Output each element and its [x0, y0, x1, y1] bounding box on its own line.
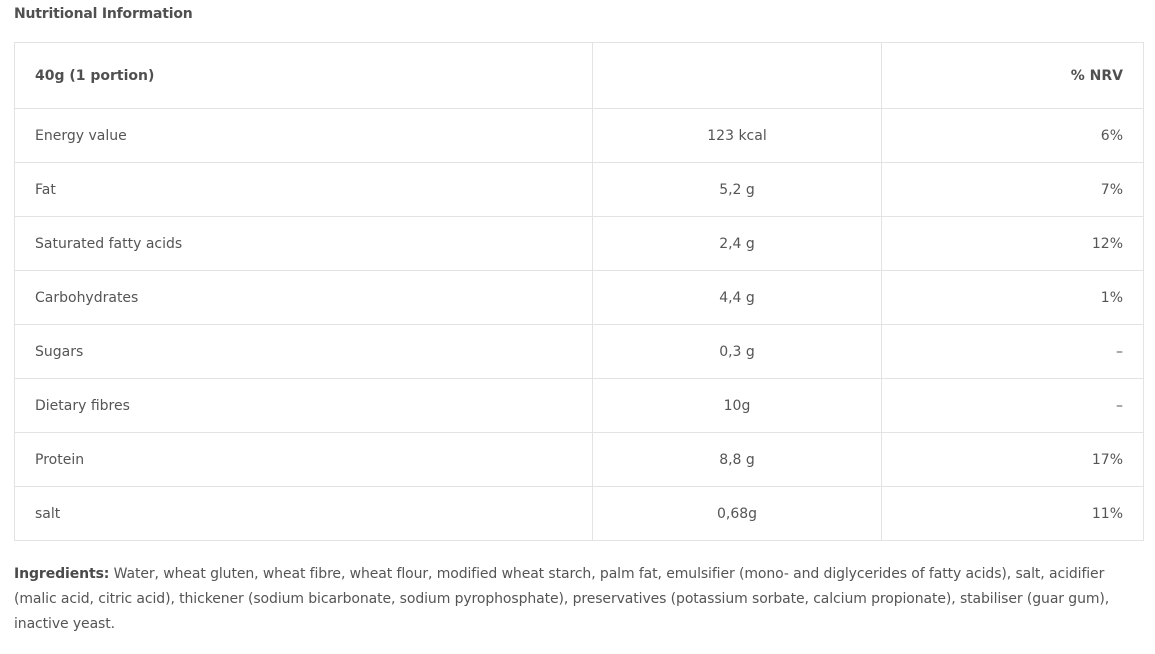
ingredients-label: Ingredients:: [14, 566, 110, 582]
nutrient-name: Sugars: [14, 324, 593, 379]
nutrient-name: Dietary fibres: [14, 378, 593, 433]
table-row: salt 0,68g 11%: [14, 486, 1144, 541]
ingredients-paragraph: Ingredients: Water, wheat gluten, wheat …: [14, 562, 1139, 637]
nutrient-nrv: –: [881, 324, 1144, 379]
nutrient-nrv: 11%: [881, 486, 1144, 541]
table-header-row: 40g (1 portion) % NRV: [14, 42, 1144, 109]
header-amount: [592, 42, 882, 109]
table-row: Saturated fatty acids 2,4 g 12%: [14, 216, 1144, 271]
table-row: Dietary fibres 10g –: [14, 378, 1144, 433]
nutrient-nrv: –: [881, 378, 1144, 433]
section-title: Nutritional Information: [14, 6, 193, 22]
nutrient-nrv: 6%: [881, 108, 1144, 163]
nutrient-name: Protein: [14, 432, 593, 487]
nutrient-nrv: 7%: [881, 162, 1144, 217]
nutrient-amount: 2,4 g: [592, 216, 882, 271]
nutrient-nrv: 17%: [881, 432, 1144, 487]
table-row: Energy value 123 kcal 6%: [14, 108, 1144, 163]
nutrient-nrv: 12%: [881, 216, 1144, 271]
nutrient-name: Fat: [14, 162, 593, 217]
nutrient-amount: 5,2 g: [592, 162, 882, 217]
table-row: Fat 5,2 g 7%: [14, 162, 1144, 217]
nutrient-name: Energy value: [14, 108, 593, 163]
nutrient-amount: 10g: [592, 378, 882, 433]
table-row: Protein 8,8 g 17%: [14, 432, 1144, 487]
nutrient-name: salt: [14, 486, 593, 541]
nutrient-amount: 123 kcal: [592, 108, 882, 163]
nutrient-name: Carbohydrates: [14, 270, 593, 325]
nutrient-amount: 0,68g: [592, 486, 882, 541]
header-nrv: % NRV: [881, 42, 1144, 109]
table-row: Carbohydrates 4,4 g 1%: [14, 270, 1144, 325]
header-portion: 40g (1 portion): [14, 42, 593, 109]
nutrient-nrv: 1%: [881, 270, 1144, 325]
nutrient-amount: 4,4 g: [592, 270, 882, 325]
nutrient-name: Saturated fatty acids: [14, 216, 593, 271]
nutrition-table: 40g (1 portion) % NRV Energy value 123 kc…: [14, 42, 1144, 541]
nutrient-amount: 8,8 g: [592, 432, 882, 487]
nutrient-amount: 0,3 g: [592, 324, 882, 379]
table-row: Sugars 0,3 g –: [14, 324, 1144, 379]
ingredients-text: Water, wheat gluten, wheat fibre, wheat …: [14, 566, 1110, 632]
